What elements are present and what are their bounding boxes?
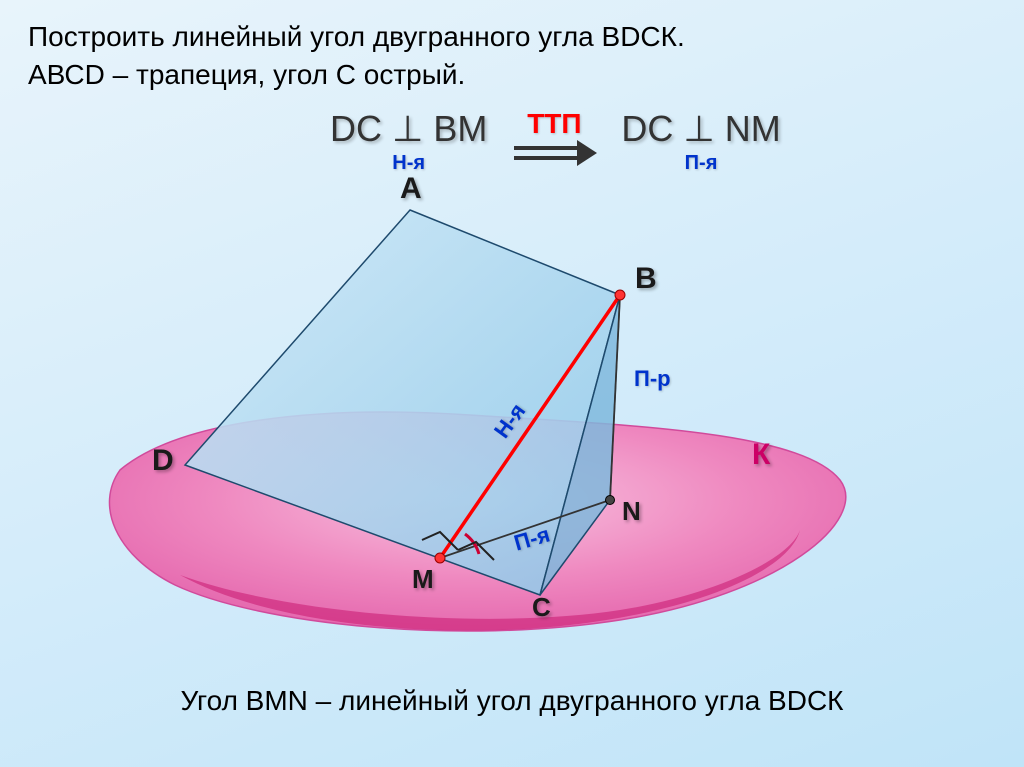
label-b: В: [635, 262, 657, 296]
task-line-1: Построить линейный угол двугранного угла…: [28, 18, 685, 56]
point-n: [606, 496, 615, 505]
formula-row: DC ⊥ BM Н-я ТТП DC ⊥ NM П-я: [330, 108, 781, 175]
formula-right: DC ⊥ NM П-я: [621, 108, 780, 175]
formula-left-main: DC ⊥ BM: [330, 108, 487, 150]
label-k: К: [752, 438, 770, 472]
conclusion-text: Угол ВМN – линейный угол двугранного угл…: [0, 685, 1024, 717]
label-c: C: [532, 592, 551, 623]
formula-left: DC ⊥ BM Н-я: [330, 108, 487, 175]
point-b: [615, 290, 625, 300]
ttp-label: ТТП: [527, 108, 581, 140]
point-m: [435, 553, 445, 563]
implication-arrow: ТТП: [509, 108, 599, 168]
label-n: N: [622, 496, 641, 527]
arrow-icon: [509, 138, 599, 168]
task-line-2: АВСD – трапеция, угол С острый.: [28, 56, 685, 94]
label-a: A: [400, 172, 422, 206]
edge-label-pr: П-р: [634, 366, 671, 392]
label-d: D: [152, 444, 174, 478]
formula-right-main: DC ⊥ NM: [621, 108, 780, 150]
label-m: M: [412, 564, 434, 595]
formula-right-sub: П-я: [685, 152, 718, 175]
task-text: Построить линейный угол двугранного угла…: [28, 18, 685, 94]
diagram: A В D К N M C Н-я П-р П-я: [60, 180, 960, 660]
